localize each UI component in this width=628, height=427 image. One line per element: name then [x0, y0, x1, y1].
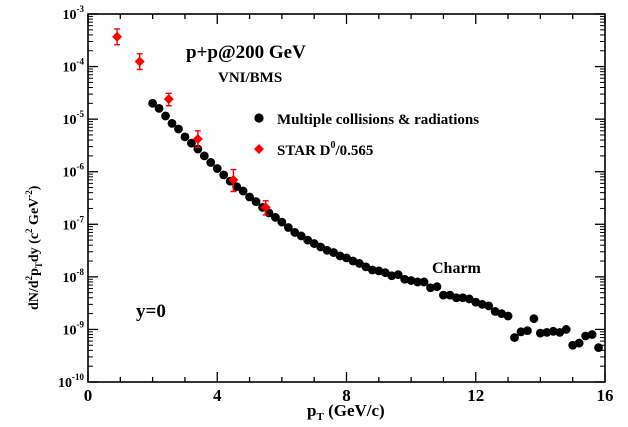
sim-point — [432, 282, 442, 292]
sim-point — [290, 228, 300, 237]
y-label-part-7: -2 — [24, 190, 34, 198]
legend-star-text: STAR D — [277, 143, 331, 159]
chart-title: p+p@200 GeV — [186, 42, 306, 63]
sim-point — [271, 213, 280, 222]
star-point — [260, 202, 271, 213]
sim-point — [393, 270, 403, 280]
y-label-part-6: GeV — [27, 198, 42, 229]
sim-point — [245, 192, 254, 202]
sim-point — [510, 333, 519, 342]
x-label-tail: (GeV/c) — [324, 401, 385, 420]
star-point — [112, 31, 123, 42]
sim-point — [154, 104, 164, 113]
sim-point — [355, 259, 364, 268]
sim-point — [451, 293, 461, 303]
sim-point — [277, 217, 287, 227]
sim-point — [594, 343, 603, 353]
sim-point — [542, 327, 552, 337]
legend-label-sim: Multiple collisions & radiations — [277, 112, 479, 128]
x-tick-label: 4 — [213, 386, 222, 405]
sim-point — [251, 197, 261, 207]
sim-point — [523, 326, 532, 335]
series-star — [112, 28, 271, 216]
sim-point — [529, 314, 539, 324]
sim-point — [309, 239, 319, 248]
star-point — [192, 133, 203, 144]
x-tick-label: 0 — [84, 386, 93, 405]
sim-point — [574, 338, 584, 348]
sim-point — [387, 271, 397, 281]
sim-point — [187, 138, 196, 148]
sim-point — [167, 118, 177, 128]
x-label-main: p — [307, 401, 316, 420]
sim-point — [199, 151, 209, 161]
x-tick-label: 12 — [467, 386, 484, 405]
x-tick-label: 8 — [342, 386, 351, 405]
y-tick-label: 10-4 — [63, 57, 85, 76]
sim-point — [296, 231, 306, 241]
sim-point — [174, 124, 183, 134]
legend-label-star: STAR D0/0.565 — [277, 140, 373, 159]
sim-point — [161, 111, 170, 121]
sim-point — [329, 248, 338, 257]
y-label-part-2: p — [27, 268, 42, 276]
sim-point — [484, 301, 494, 311]
legend-star-tail: /0.565 — [334, 143, 373, 159]
y-label-part-5: 2 — [24, 228, 34, 233]
legend-star-sup: 0 — [330, 140, 335, 151]
y-label-part-0: dN/d — [27, 280, 42, 310]
sim-point — [303, 235, 313, 245]
y-tick-label: 10-9 — [63, 319, 85, 338]
x-axis-label: pT (GeV/c) — [307, 401, 385, 423]
series-multiple-collisions — [148, 98, 603, 353]
y-tick-label: 10-5 — [63, 109, 85, 128]
sim-point — [148, 98, 158, 108]
star-point — [134, 56, 145, 67]
sim-point — [439, 290, 448, 300]
sim-point — [426, 283, 435, 293]
y-label-part-1: 2 — [24, 275, 34, 280]
sim-point — [212, 164, 222, 173]
y-tick-label: 10-3 — [63, 4, 85, 23]
star-point — [163, 94, 174, 105]
y-label-part-3: T — [34, 262, 44, 268]
y-tick-label: 10-6 — [63, 162, 85, 181]
sim-point — [238, 186, 248, 196]
sim-point — [180, 132, 190, 142]
star-point — [228, 174, 239, 185]
y-tick-label: 10-10 — [58, 372, 84, 391]
sim-point — [535, 328, 545, 338]
y-axis-label: dN/d2pTdy (c2 GeV-2) — [24, 185, 44, 310]
y-label-part-4: dy (c — [27, 233, 42, 262]
sim-point — [219, 170, 229, 180]
x-label-sub: T — [316, 411, 324, 423]
sim-point — [587, 330, 597, 339]
x-tick-label: 16 — [597, 386, 614, 405]
x-tick-labels: 0 4 8 12 16 — [84, 386, 614, 405]
y-label-part-8: ) — [27, 185, 42, 190]
annotation-rapidity: y=0 — [136, 301, 166, 322]
sim-point — [561, 325, 571, 334]
sim-point — [316, 242, 326, 252]
sim-point — [232, 182, 242, 192]
sim-point — [283, 223, 293, 232]
y-tick-label: 10-8 — [63, 267, 85, 286]
sim-point — [206, 158, 216, 167]
legend-marker-sim — [254, 113, 264, 123]
y-tick-labels: 10-10 10-9 10-8 10-7 10-6 10-5 10-4 10-3 — [58, 4, 84, 391]
sim-point — [503, 311, 513, 321]
sim-point — [367, 265, 377, 275]
sim-point — [548, 326, 558, 336]
y-tick-label: 10-7 — [63, 214, 85, 233]
sim-point — [413, 277, 422, 287]
axis-ticks — [87, 13, 606, 383]
chart-subtitle: VNI/BMS — [218, 70, 282, 86]
legend-marker-star — [254, 144, 264, 154]
annotation-charm: Charm — [432, 260, 482, 277]
sim-point — [419, 277, 429, 287]
